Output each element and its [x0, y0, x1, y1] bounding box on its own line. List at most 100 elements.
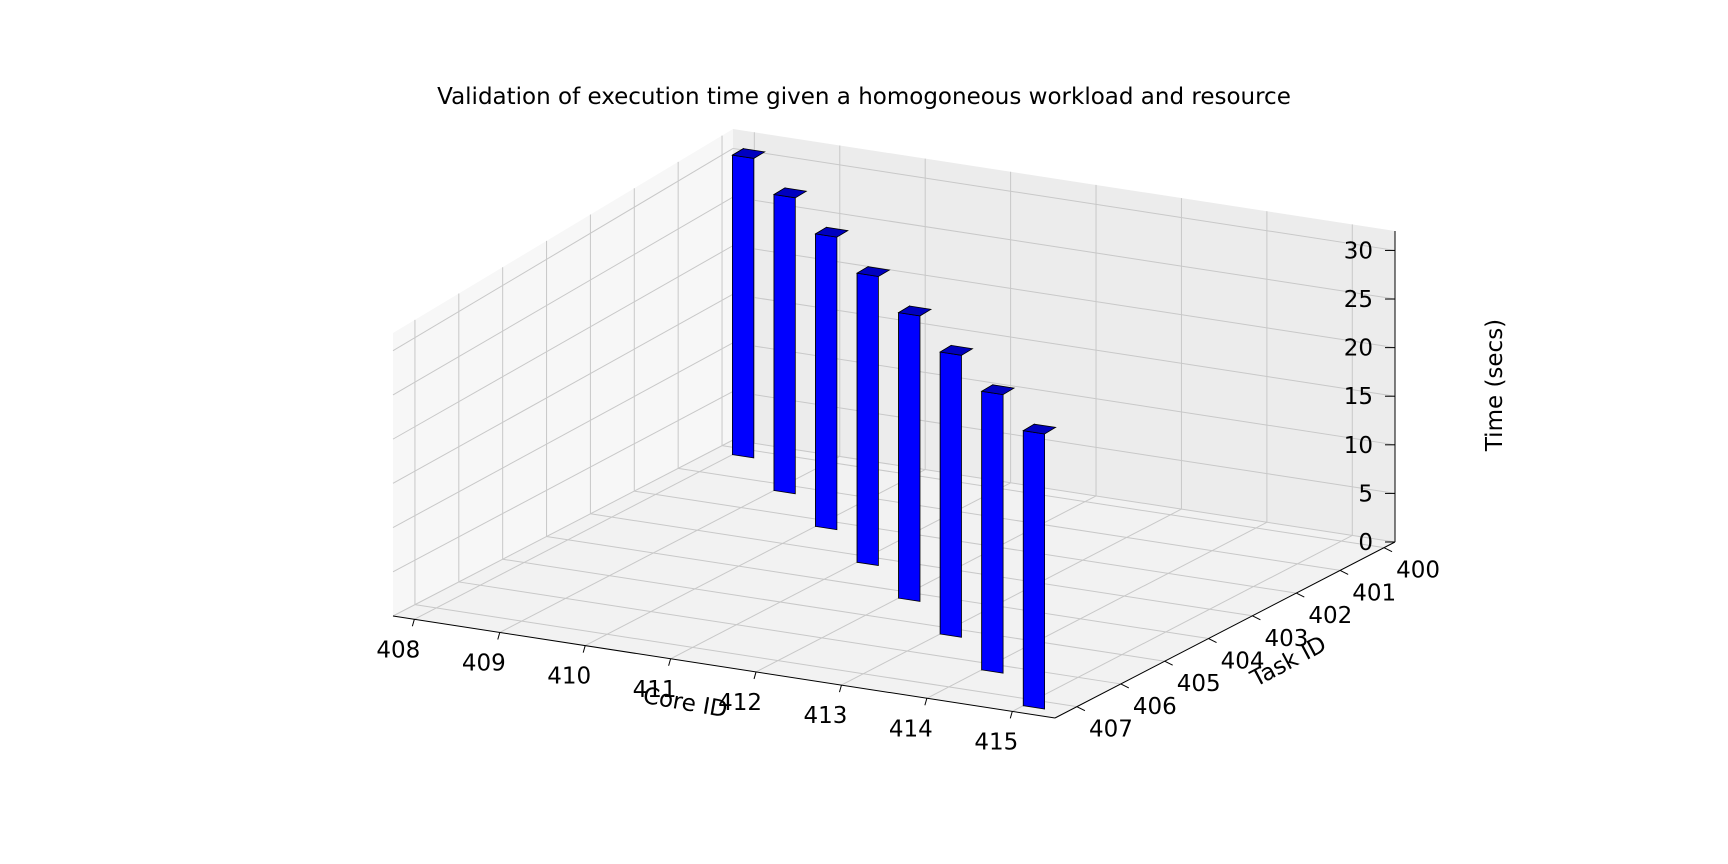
- x-tick-labels: 408 409 410 411 412 413 414 415: [376, 619, 1018, 755]
- x-axis-line: [392, 615, 1056, 719]
- x-tick-label: 414: [889, 716, 933, 742]
- y-tick-mark: [1252, 615, 1261, 621]
- x-tick-mark: [411, 619, 415, 627]
- grid-line-z: [732, 147, 1396, 251]
- z-axis-label: Time (secs): [1482, 319, 1508, 452]
- grid-line-y: [414, 604, 1078, 708]
- z-tick-label: 10: [1344, 433, 1373, 459]
- grid-line-z: [392, 293, 734, 484]
- y-tick-label: 407: [1089, 717, 1133, 743]
- bar: [939, 344, 974, 638]
- bar-front-face: [1022, 430, 1045, 710]
- axis-panes: [393, 129, 1395, 718]
- grid-line-z: [732, 293, 1396, 397]
- grid-line-x: [841, 508, 1182, 686]
- bar: [772, 187, 808, 495]
- bar-front-face: [856, 272, 879, 566]
- bar-top-face: [731, 148, 766, 159]
- x-tick-mark: [497, 632, 501, 640]
- x-tick-label: 410: [547, 664, 591, 690]
- y-tick-mark: [1383, 547, 1393, 553]
- bar-top-face: [814, 226, 849, 238]
- bar: [855, 265, 891, 566]
- y-tick-label: 402: [1308, 603, 1352, 629]
- bar: [1022, 423, 1057, 710]
- left-pane: [393, 129, 733, 616]
- y-tick-mark: [1120, 683, 1130, 689]
- bars: [731, 147, 1057, 710]
- x-tick-mark: [1009, 711, 1013, 719]
- x-tick-label: 413: [803, 703, 847, 729]
- bar-front-face: [898, 312, 921, 602]
- grid-line-z: [732, 245, 1396, 349]
- grid-line-z: [732, 439, 1396, 543]
- x-tick-label: 415: [974, 729, 1018, 755]
- y-tick-label: 404: [1221, 649, 1265, 675]
- grid-line-y: [546, 536, 1209, 640]
- bar-top-face: [897, 305, 933, 317]
- grid-line-z: [392, 245, 734, 440]
- y-tick-mark: [1339, 569, 1349, 575]
- x-tick-mark: [838, 684, 842, 693]
- bar-top-face: [772, 187, 808, 199]
- y-tick-label: 406: [1133, 694, 1177, 720]
- y-tick-label: 400: [1396, 558, 1440, 584]
- y-tick-label: 405: [1177, 671, 1221, 697]
- z-tick-label: 30: [1344, 238, 1373, 264]
- bar: [980, 384, 1016, 674]
- bar: [814, 226, 849, 531]
- grid-line-x: [414, 442, 755, 620]
- z-tick-label: 20: [1344, 336, 1373, 362]
- grid-line-z: [392, 196, 734, 396]
- bar-front-face: [815, 233, 838, 531]
- x-tick-label: 409: [462, 650, 506, 676]
- y-tick-label: 403: [1264, 626, 1308, 652]
- bar-front-face: [981, 390, 1004, 674]
- axis-lines: [392, 231, 1396, 719]
- x-tick-mark: [668, 658, 672, 666]
- grid-line-y: [590, 513, 1253, 617]
- grid-line-z: [732, 196, 1396, 300]
- x-axis-label: Core ID: [641, 683, 729, 723]
- grid-line-y: [502, 558, 1165, 662]
- bar-front-face: [939, 351, 962, 638]
- y-tick-mark: [1076, 706, 1086, 712]
- grid-line-y: [634, 490, 1297, 594]
- z-tick-label: 15: [1344, 384, 1373, 410]
- z-tick-label: 25: [1344, 287, 1373, 313]
- x-tick-mark: [924, 698, 928, 706]
- x-tick-label: 412: [718, 690, 762, 716]
- x-tick-mark: [582, 645, 586, 653]
- floor-pane: [393, 440, 1395, 718]
- x-tick-label: 411: [633, 677, 677, 703]
- grid-line-z: [732, 390, 1396, 494]
- z-tick-labels: 0 5 10 15 20 25 30: [1344, 238, 1395, 556]
- grid-line-z: [732, 342, 1396, 446]
- x-tick-mark: [753, 671, 757, 680]
- grid-line-z: [392, 439, 734, 617]
- grid-line-z: [392, 342, 734, 529]
- grid-line-z: [392, 148, 734, 352]
- bar-top-face: [1022, 423, 1057, 435]
- y-tick-mark: [1208, 638, 1217, 643]
- bar-front-face: [732, 154, 755, 459]
- grid-line-z: [392, 390, 734, 573]
- bar-top-face: [980, 384, 1016, 396]
- x-tick-label: 408: [376, 637, 420, 663]
- z-tick-label: 0: [1358, 530, 1373, 556]
- bar-front-face: [773, 194, 796, 495]
- y-tick-mark: [1164, 660, 1173, 666]
- y-tick-mark: [1296, 592, 1305, 598]
- y-axis-line: [1054, 541, 1396, 719]
- bar-top-face: [939, 344, 974, 356]
- y-tick-label: 401: [1352, 580, 1396, 606]
- grid-line-x: [1012, 534, 1353, 712]
- z-tick-label: 5: [1358, 481, 1373, 507]
- grid-line-y: [458, 581, 1121, 685]
- bar: [897, 305, 933, 602]
- chart-title: Validation of execution time given a hom…: [437, 84, 1291, 110]
- bar-top-face: [855, 266, 891, 277]
- bar: [731, 147, 766, 459]
